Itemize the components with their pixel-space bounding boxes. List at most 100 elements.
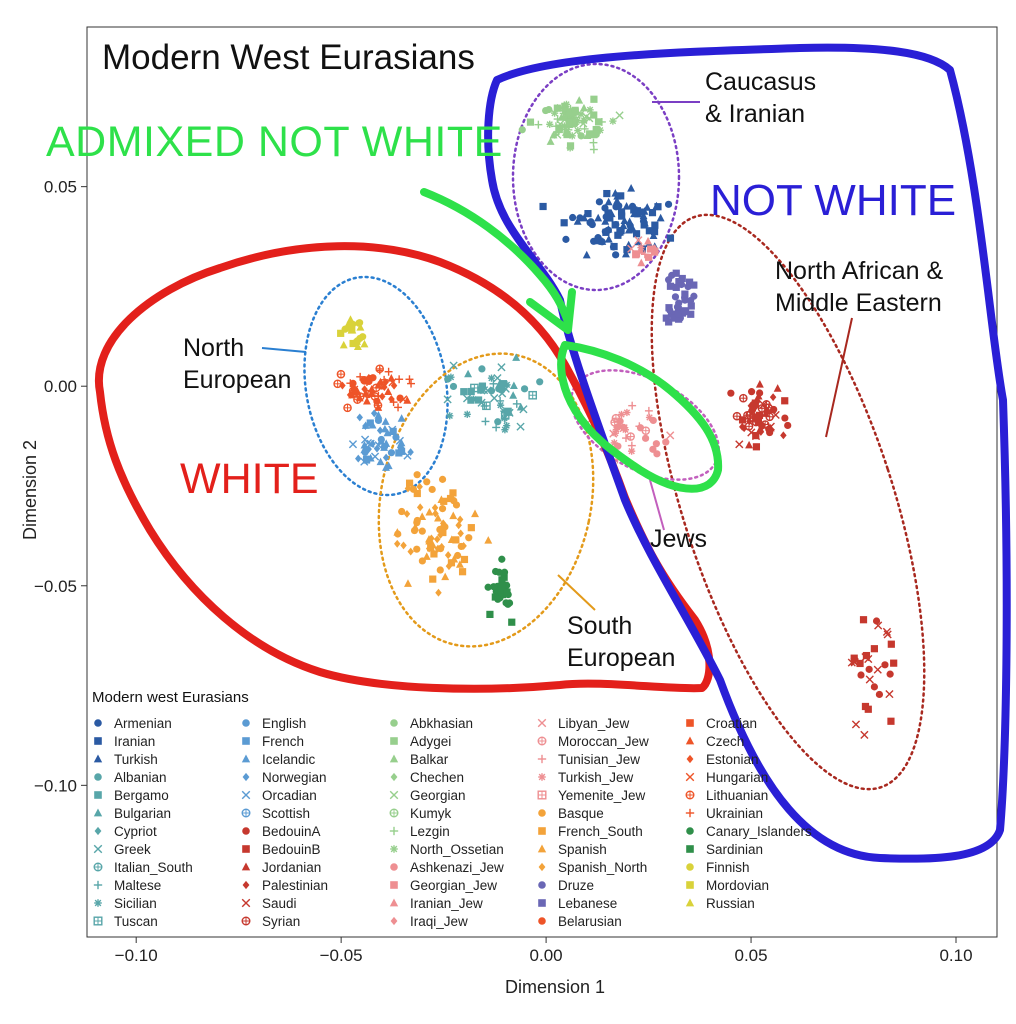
data-point — [470, 383, 479, 393]
legend-entry-label: Georgian_Jew — [410, 878, 497, 893]
x-tick-label: 0.00 — [530, 946, 563, 965]
data-point — [630, 209, 639, 218]
data-point — [440, 497, 448, 505]
data-point — [755, 380, 764, 388]
data-point — [454, 551, 462, 560]
data-point — [634, 237, 643, 246]
data-point — [428, 540, 437, 549]
data-point — [580, 124, 589, 133]
data-point — [484, 583, 492, 591]
data-point — [617, 192, 625, 200]
data-point — [602, 213, 610, 221]
data-point — [482, 401, 491, 411]
y-axis: −0.10 −0.05 0.00 0.05 — [34, 178, 87, 795]
data-point — [589, 145, 598, 154]
data-point — [637, 243, 645, 252]
data-point — [394, 539, 401, 548]
data-point — [618, 212, 626, 220]
legend-marker — [538, 917, 546, 925]
data-point — [850, 654, 858, 662]
data-point — [626, 432, 635, 441]
north-african-label: North African & Middle Eastern — [775, 257, 944, 317]
data-point — [407, 448, 414, 457]
data-point — [477, 398, 486, 407]
legend-entry-label: Iranian — [114, 734, 155, 749]
data-point — [494, 595, 502, 603]
data-point — [617, 208, 626, 216]
data-point — [407, 547, 414, 556]
data-point — [349, 320, 357, 328]
data-point — [361, 421, 370, 429]
leader-lines — [261, 101, 853, 611]
x-tick-label: −0.10 — [115, 946, 158, 965]
data-point — [604, 209, 612, 217]
legend-entry-label: Orcadian — [262, 788, 317, 803]
legend-entry-label: Saudi — [262, 896, 297, 911]
data-point — [494, 418, 502, 426]
legend-marker — [537, 790, 547, 800]
legend-marker — [389, 826, 399, 836]
data-point — [449, 382, 458, 391]
data-point — [649, 231, 658, 240]
data-point — [397, 438, 406, 447]
data-point — [367, 389, 376, 397]
admixed-not-white-label: ADMIXED NOT WHITE — [46, 118, 503, 166]
data-point — [862, 651, 871, 660]
data-point — [620, 216, 629, 225]
legend-entry-label: Scottish — [262, 806, 310, 821]
legend-marker — [242, 845, 250, 853]
data-point — [407, 379, 415, 388]
legend-marker — [241, 916, 251, 926]
legend-marker — [686, 881, 694, 889]
data-point — [586, 130, 594, 138]
data-point — [486, 610, 494, 618]
legend-entry-label: Tunisian_Jew — [558, 752, 640, 767]
caucasus-iranian-ellipse — [511, 62, 681, 292]
data-point — [496, 401, 505, 409]
data-point — [651, 248, 659, 256]
data-point — [732, 411, 742, 421]
legend-marker — [94, 773, 102, 781]
data-point — [577, 132, 585, 140]
data-point — [754, 418, 763, 426]
data-point — [509, 381, 518, 390]
data-point — [617, 227, 625, 235]
data-point — [446, 412, 454, 420]
data-point — [594, 118, 603, 126]
data-point — [650, 228, 659, 236]
legend-marker — [390, 881, 398, 889]
data-point — [584, 210, 592, 218]
legend-marker — [538, 862, 546, 872]
data-point — [766, 428, 774, 437]
data-point — [349, 379, 357, 387]
admixed-arrow-head — [526, 288, 576, 334]
legend-entry-label: Croatian — [706, 716, 757, 731]
legend-marker — [94, 791, 102, 799]
data-point — [634, 236, 643, 245]
data-point — [405, 479, 414, 487]
data-point — [615, 111, 624, 120]
data-point — [672, 269, 680, 277]
legend-entry-label: Spanish — [558, 842, 607, 857]
data-point — [690, 281, 698, 289]
data-point — [356, 413, 363, 422]
legend-entry-label: Tuscan — [114, 914, 158, 929]
plot-frame — [86, 26, 998, 938]
legend-marker — [390, 863, 398, 871]
data-point — [362, 396, 371, 405]
data-point — [875, 690, 884, 699]
data-point — [377, 380, 386, 390]
data-point — [471, 509, 479, 518]
data-point — [610, 439, 618, 447]
data-point — [405, 375, 414, 384]
data-point — [356, 323, 365, 331]
data-point — [684, 282, 692, 291]
legend-entry-label: Albanian — [114, 770, 167, 785]
legend-marker — [242, 880, 250, 890]
data-point — [369, 439, 376, 448]
legend-entry-label: Lebanese — [558, 896, 617, 911]
data-point — [376, 426, 384, 435]
legend-entry-label: Bergamo — [114, 788, 169, 803]
data-point — [761, 409, 770, 417]
data-point — [368, 420, 377, 429]
